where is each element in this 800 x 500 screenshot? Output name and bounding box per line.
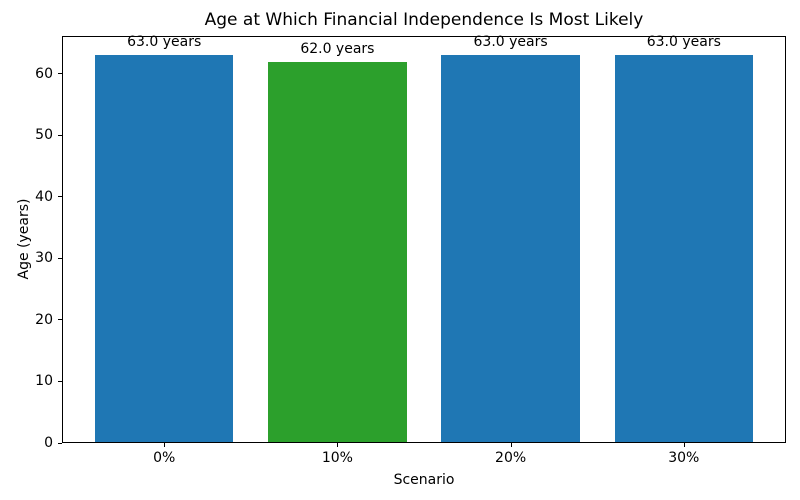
y-axis-label: Age (years) bbox=[16, 198, 32, 280]
y-tick-mark bbox=[58, 257, 62, 259]
y-tick-label: 0 bbox=[44, 435, 53, 451]
y-tick-mark bbox=[58, 319, 62, 321]
y-tick-label: 10 bbox=[35, 373, 53, 390]
bar-0pct bbox=[94, 55, 234, 442]
bar-20pct bbox=[441, 55, 580, 442]
bar-value-label: 63.0 years bbox=[127, 34, 202, 51]
y-tick-mark bbox=[58, 73, 62, 75]
y-tick-mark bbox=[58, 134, 62, 136]
y-tick-mark bbox=[58, 380, 62, 382]
bar-10pct bbox=[268, 61, 407, 442]
bar-value-label: 63.0 years bbox=[473, 34, 548, 51]
y-tick-label: 50 bbox=[35, 127, 53, 144]
x-tick-label: 10% bbox=[321, 450, 353, 466]
x-tick-mark bbox=[683, 443, 685, 447]
bar-value-label: 63.0 years bbox=[646, 34, 721, 51]
y-tick-label: 20 bbox=[35, 311, 53, 328]
y-tick-label: 30 bbox=[35, 250, 53, 267]
y-tick-label: 40 bbox=[35, 188, 53, 205]
y-tick-label: 60 bbox=[35, 65, 53, 82]
x-tick-mark bbox=[164, 443, 166, 447]
x-tick-label: 30% bbox=[668, 450, 700, 466]
x-tick-mark bbox=[337, 443, 339, 447]
y-tick-mark bbox=[58, 442, 62, 444]
bar-value-label: 62.0 years bbox=[300, 40, 375, 57]
x-tick-label: 20% bbox=[495, 450, 527, 466]
x-tick-label: 0% bbox=[153, 450, 176, 466]
y-tick-mark bbox=[58, 196, 62, 198]
x-tick-mark bbox=[510, 443, 512, 447]
bar-30pct bbox=[614, 55, 754, 442]
chart-title: Age at Which Financial Independence Is M… bbox=[204, 10, 644, 30]
x-axis-label: Scenario bbox=[393, 472, 455, 488]
